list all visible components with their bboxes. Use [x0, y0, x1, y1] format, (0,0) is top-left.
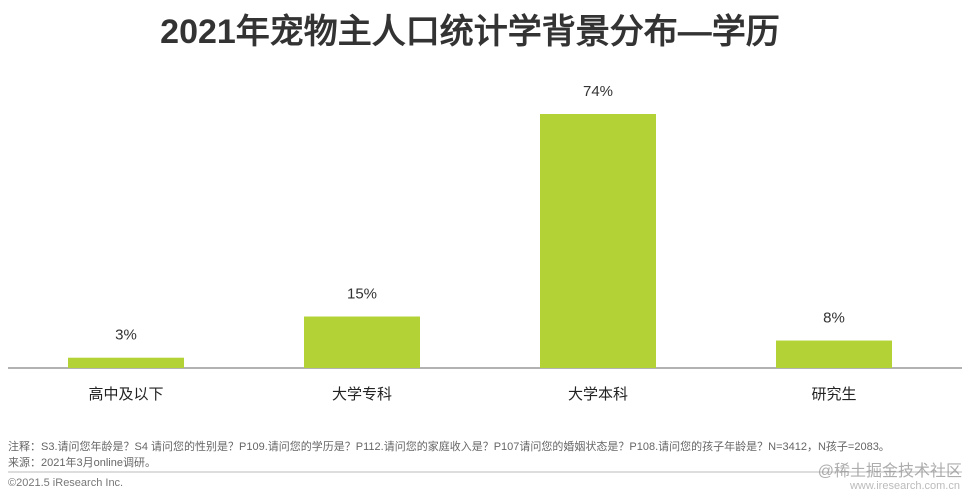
- bar: [540, 114, 656, 368]
- watermark: @稀土掘金技术社区: [818, 462, 962, 480]
- value-label: 3%: [115, 327, 137, 344]
- x-tick-label: 大学本科: [568, 386, 628, 403]
- copyright: ©2021.5 iResearch Inc.: [8, 477, 123, 489]
- x-tick-label: 大学专科: [332, 386, 392, 403]
- value-label: 15%: [347, 285, 377, 302]
- x-tick-label: 高中及以下: [88, 386, 163, 403]
- chart-title: 2021年宠物主人口统计学背景分布—学历: [160, 12, 780, 51]
- x-tick-label: 研究生: [811, 386, 856, 403]
- value-label: 74%: [583, 83, 613, 100]
- website: www.iresearch.com.cn: [849, 480, 960, 492]
- bar: [68, 357, 184, 368]
- value-label: 8%: [823, 310, 845, 327]
- bar: [776, 340, 892, 368]
- source: 来源：2021年3月online调研。: [8, 455, 156, 469]
- bar: [304, 316, 420, 368]
- note: 注释：S3.请问您年龄是？S4 请问您的性别是？P109.请问您的学历是？P11…: [8, 439, 890, 453]
